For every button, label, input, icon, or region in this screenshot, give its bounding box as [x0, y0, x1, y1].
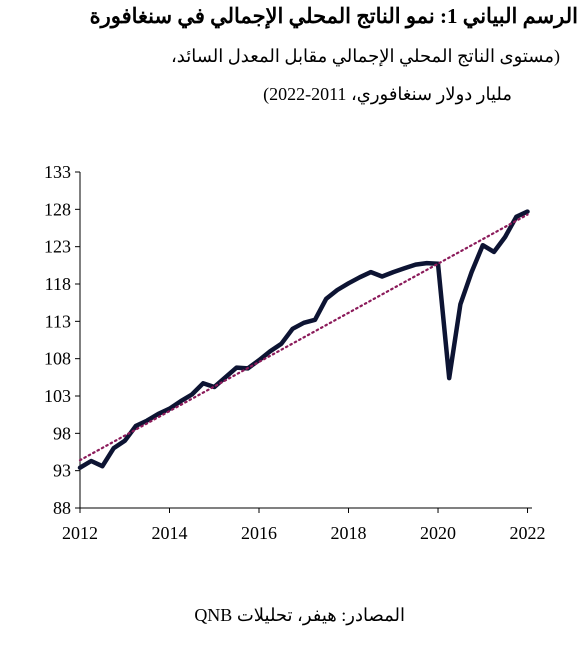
y-tick-label: 113 — [45, 311, 71, 331]
y-tick-label: 93 — [53, 461, 71, 481]
y-tick-label: 123 — [44, 237, 71, 257]
chart-subtitle-line2: مليار دولار سنغافوري، 2011-2022) — [263, 84, 512, 104]
chart-title: الرسم البياني 1: نمو الناتج المحلي الإجم… — [89, 4, 578, 28]
y-tick-label: 128 — [44, 199, 71, 219]
y-tick-label: 108 — [44, 349, 71, 369]
axes — [79, 172, 532, 509]
y-tick-label: 118 — [45, 274, 71, 294]
y-axis-ticks: 88 93 98 103 108 113 118 123 128 133 — [44, 162, 80, 518]
plot-area — [77, 209, 530, 470]
source-note: المصادر: هيفر، تحليلات QNB — [194, 605, 405, 625]
y-tick-label: 98 — [53, 423, 71, 443]
chart-subtitle-line1: (مستوى الناتج المحلي الإجمالي مقابل المع… — [170, 46, 560, 66]
trend-line — [78, 213, 529, 462]
x-axis-ticks: 2012 2014 2016 2018 2020 2022 — [62, 508, 546, 543]
y-tick-label: 103 — [44, 386, 71, 406]
x-tick-label: 2020 — [420, 523, 456, 543]
x-tick-label: 2014 — [152, 523, 188, 543]
x-tick-label: 2012 — [62, 523, 98, 543]
y-tick-label: 133 — [44, 162, 71, 182]
y-tick-label: 88 — [53, 498, 71, 518]
gdp-series-line — [77, 209, 530, 470]
x-tick-label: 2016 — [241, 523, 277, 543]
x-tick-label: 2018 — [331, 523, 367, 543]
x-tick-label: 2022 — [510, 523, 546, 543]
